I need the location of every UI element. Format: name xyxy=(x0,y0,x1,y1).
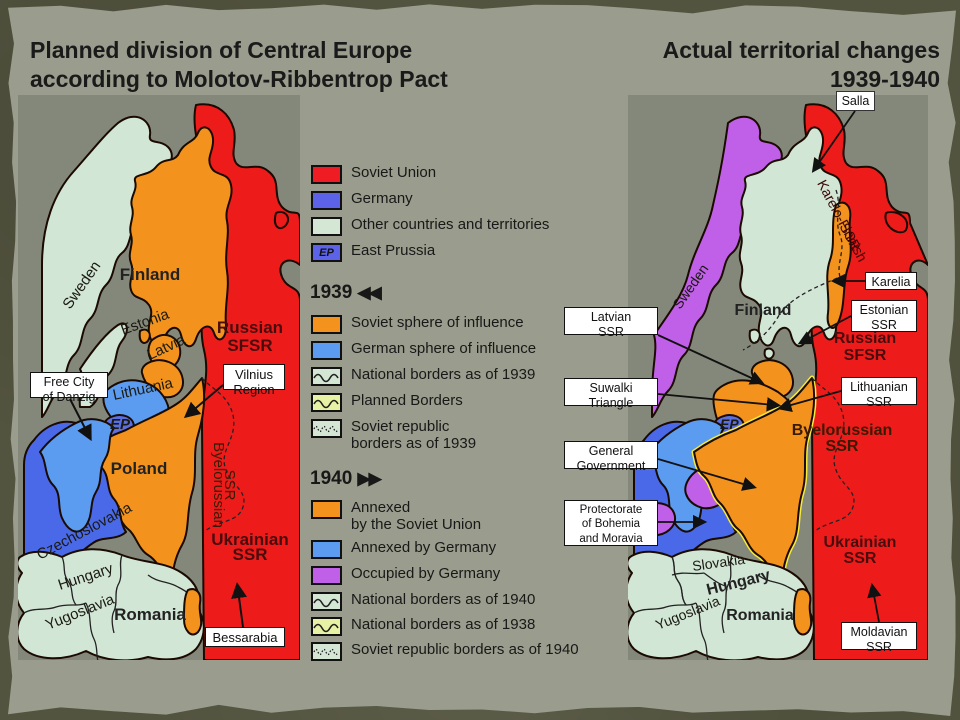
svg-text:SSR: SSR xyxy=(844,550,877,567)
svg-text:Russian: Russian xyxy=(834,330,896,347)
svg-text:EP: EP xyxy=(720,416,739,432)
svg-text:Poland: Poland xyxy=(111,459,168,478)
svg-text:Russian: Russian xyxy=(217,318,283,337)
svg-text:SFSR: SFSR xyxy=(844,347,887,364)
svg-text:Ukrainian: Ukrainian xyxy=(824,534,897,551)
svg-text:SFSR: SFSR xyxy=(227,336,272,355)
svg-text:SSR: SSR xyxy=(826,438,859,455)
svg-text:SSR: SSR xyxy=(233,545,268,564)
svg-text:EP: EP xyxy=(110,416,131,433)
svg-text:Romania: Romania xyxy=(114,605,186,624)
svg-text:Finland: Finland xyxy=(120,265,180,284)
svg-text:SSR: SSR xyxy=(221,470,238,501)
svg-text:Romania: Romania xyxy=(726,607,794,624)
